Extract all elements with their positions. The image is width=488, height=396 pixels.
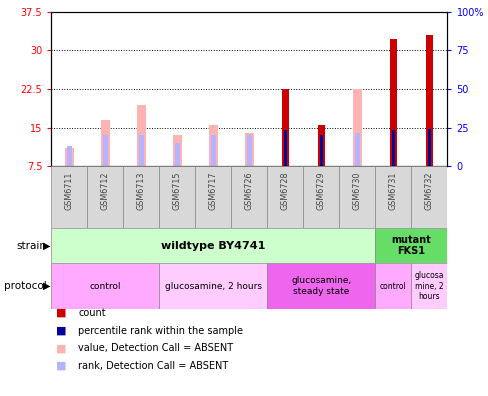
Bar (354, 133, 359, 166)
Bar (103, 135, 107, 166)
Bar (283, 130, 286, 166)
Bar (244, 133, 253, 166)
Bar (231, 166, 267, 228)
Bar (391, 130, 394, 166)
Bar (159, 166, 195, 228)
Text: wildtype BY4741: wildtype BY4741 (161, 240, 265, 251)
Text: GSM6712: GSM6712 (101, 171, 110, 210)
Text: GSM6731: GSM6731 (388, 171, 397, 209)
Text: GSM6726: GSM6726 (244, 171, 253, 210)
Text: strain: strain (17, 240, 46, 251)
Text: ■: ■ (56, 308, 66, 318)
Text: GSM6732: GSM6732 (424, 171, 433, 210)
Text: control: control (89, 282, 121, 291)
Bar (247, 135, 251, 166)
Text: GSM6713: GSM6713 (137, 171, 145, 209)
Bar (410, 166, 447, 228)
Bar (375, 263, 410, 309)
Text: count: count (78, 308, 105, 318)
Bar (173, 135, 182, 166)
Bar (159, 263, 267, 309)
Bar (175, 143, 179, 166)
Bar (101, 120, 110, 166)
Bar (51, 228, 375, 263)
Text: ■: ■ (56, 343, 66, 353)
Text: glucosamine, 2 hours: glucosamine, 2 hours (164, 282, 262, 291)
Text: protocol: protocol (4, 281, 46, 291)
Text: ▶: ▶ (43, 281, 51, 291)
Text: GSM6715: GSM6715 (173, 171, 182, 210)
Bar (65, 148, 74, 166)
Bar (195, 166, 231, 228)
Text: GSM6730: GSM6730 (352, 171, 361, 209)
Text: percentile rank within the sample: percentile rank within the sample (78, 326, 243, 335)
Text: ▶: ▶ (43, 240, 51, 251)
Bar (267, 166, 303, 228)
Text: glucosa
mine, 2
hours: glucosa mine, 2 hours (414, 271, 443, 301)
Bar (267, 263, 375, 309)
Bar (375, 228, 447, 263)
Bar (426, 35, 432, 166)
Bar (318, 125, 324, 166)
Bar (339, 166, 375, 228)
Text: GSM6711: GSM6711 (65, 171, 74, 209)
Bar (211, 135, 215, 166)
Bar (282, 89, 288, 166)
Text: GSM6728: GSM6728 (280, 171, 289, 210)
Bar (319, 135, 323, 166)
Bar (208, 125, 218, 166)
Text: control: control (379, 282, 406, 291)
Text: glucosamine,
steady state: glucosamine, steady state (291, 276, 351, 296)
Bar (389, 39, 396, 166)
Text: GSM6717: GSM6717 (208, 171, 218, 210)
Bar (410, 263, 447, 309)
Bar (51, 263, 159, 309)
Text: GSM6729: GSM6729 (316, 171, 325, 210)
Bar (427, 129, 430, 166)
Bar (139, 135, 143, 166)
Text: mutant
FKS1: mutant FKS1 (391, 235, 430, 256)
Bar (303, 166, 339, 228)
Bar (67, 146, 71, 166)
Text: value, Detection Call = ABSENT: value, Detection Call = ABSENT (78, 343, 233, 353)
Text: ■: ■ (56, 326, 66, 335)
Bar (352, 89, 361, 166)
Bar (123, 166, 159, 228)
Text: rank, Detection Call = ABSENT: rank, Detection Call = ABSENT (78, 361, 228, 371)
Bar (51, 166, 87, 228)
Bar (137, 105, 145, 166)
Bar (87, 166, 123, 228)
Bar (375, 166, 410, 228)
Text: ■: ■ (56, 361, 66, 371)
